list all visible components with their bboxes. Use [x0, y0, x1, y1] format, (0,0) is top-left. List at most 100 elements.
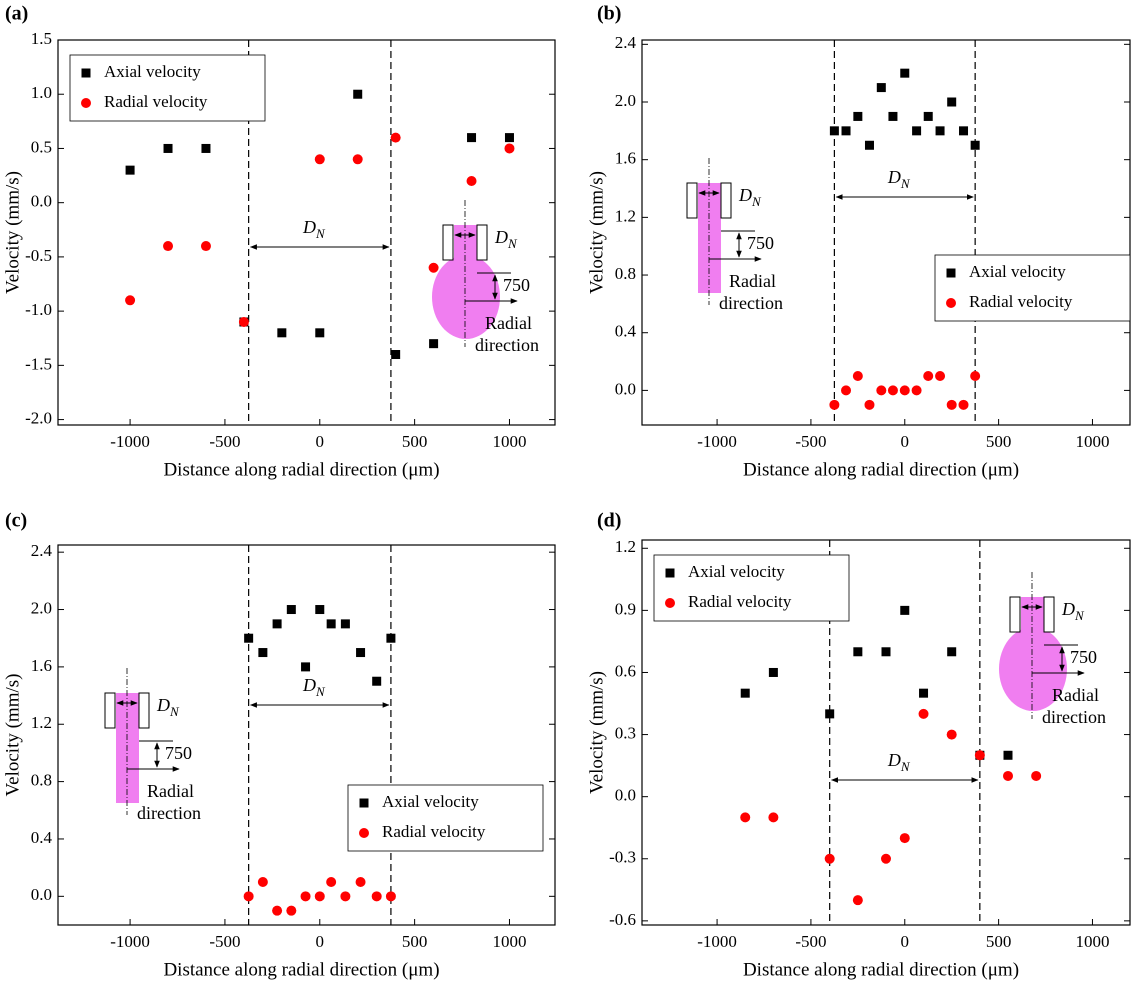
- point: [355, 876, 366, 887]
- dn-symbol: D: [302, 217, 316, 237]
- point: [876, 83, 886, 93]
- plot-frame: [641, 39, 1131, 426]
- point: [899, 833, 910, 844]
- point: [390, 132, 401, 143]
- point: [272, 905, 283, 916]
- point: [315, 328, 325, 338]
- inset-text: Radial: [729, 271, 776, 291]
- point: [919, 688, 929, 698]
- inset-size: 750: [747, 233, 774, 253]
- point: [163, 143, 173, 153]
- point: [900, 605, 910, 615]
- inset-text: direction: [1042, 707, 1106, 727]
- point: [1003, 750, 1013, 760]
- y-tick-label: 0.8: [31, 771, 52, 790]
- plot-frame: [57, 39, 556, 426]
- inset-text: Radial: [485, 313, 532, 333]
- point: [163, 241, 174, 252]
- dn-symbol: D: [302, 675, 316, 695]
- point: [314, 154, 325, 165]
- inset-size: 750: [503, 275, 530, 295]
- point: [1003, 770, 1013, 781]
- point: [504, 133, 514, 143]
- point: [740, 688, 750, 698]
- dn-subscript: N: [1074, 608, 1085, 623]
- y-tick-label: 2.0: [615, 91, 636, 110]
- point: [888, 111, 898, 121]
- x-tick-label: -1000: [110, 432, 150, 451]
- inset-text: direction: [137, 803, 201, 823]
- point: [125, 165, 135, 175]
- point: [385, 891, 396, 902]
- diameter-label: DN: [887, 750, 911, 774]
- y-tick-label: 0.0: [615, 379, 636, 398]
- legend-label: Axial velocity: [382, 792, 479, 811]
- y-axis-title: Velocity (mm/s): [2, 171, 23, 294]
- point: [386, 633, 396, 643]
- legend-marker: [81, 68, 91, 78]
- legend-label: Axial velocity: [688, 562, 785, 581]
- x-tick-label: 500: [986, 932, 1012, 951]
- point: [428, 262, 439, 273]
- point: [974, 750, 985, 761]
- y-tick-label: -0.6: [609, 910, 636, 929]
- point: [201, 143, 211, 153]
- point: [841, 126, 851, 136]
- jet: [116, 693, 139, 803]
- x-tick-label: 500: [402, 932, 428, 951]
- y-axis-title: Velocity (mm/s): [586, 671, 607, 794]
- y-tick-label: 0.9: [615, 599, 636, 618]
- x-tick-label: 500: [986, 432, 1012, 451]
- dn-subscript: N: [900, 759, 911, 774]
- y-tick-label: 0.4: [31, 828, 53, 847]
- point: [912, 126, 922, 136]
- point: [923, 370, 934, 381]
- diameter-label: DN: [302, 217, 326, 241]
- point: [899, 385, 910, 396]
- x-tick-label: 1000: [1075, 932, 1109, 951]
- x-axis-title: Distance along radial direction (μm): [743, 959, 1019, 980]
- point: [923, 111, 933, 121]
- inset-text: direction: [719, 293, 783, 313]
- y-tick-label: 0.6: [615, 661, 636, 680]
- legend-marker: [665, 568, 675, 578]
- dn-subscript: N: [507, 236, 518, 251]
- point: [391, 350, 401, 360]
- jet: [454, 225, 477, 285]
- legend-box: [347, 784, 544, 852]
- point: [970, 370, 981, 381]
- point: [286, 605, 296, 615]
- legend-box: [934, 254, 1131, 322]
- legend-marker: [359, 828, 369, 838]
- x-axis-title: Distance along radial direction (μm): [163, 959, 439, 980]
- point: [238, 316, 249, 327]
- point: [504, 143, 515, 154]
- point: [340, 891, 351, 902]
- point: [841, 385, 852, 396]
- x-tick-label: 1000: [492, 932, 526, 951]
- x-tick-label: -1000: [697, 932, 737, 951]
- y-tick-label: 0.3: [615, 723, 636, 742]
- nozzle: [686, 182, 732, 219]
- point: [918, 708, 929, 719]
- x-tick-label: 0: [316, 432, 325, 451]
- x-tick-label: 500: [402, 432, 428, 451]
- dn-symbol: D: [887, 167, 901, 187]
- point: [257, 876, 268, 887]
- point: [853, 111, 863, 121]
- legend-label: Radial velocity: [688, 592, 792, 611]
- point: [301, 662, 311, 672]
- plot-frame: [641, 539, 1131, 926]
- point: [740, 812, 751, 823]
- y-tick-label: -0.5: [25, 246, 52, 265]
- inset-dn: DN: [738, 185, 762, 209]
- inset-dn: DN: [1061, 599, 1085, 623]
- inset-text: Radial: [1052, 685, 1099, 705]
- point: [946, 399, 957, 410]
- point: [258, 648, 268, 658]
- panel-label: (c): [5, 510, 27, 532]
- y-tick-label: 1.6: [615, 149, 636, 168]
- y-tick-label: -0.3: [609, 848, 636, 867]
- point: [829, 126, 839, 136]
